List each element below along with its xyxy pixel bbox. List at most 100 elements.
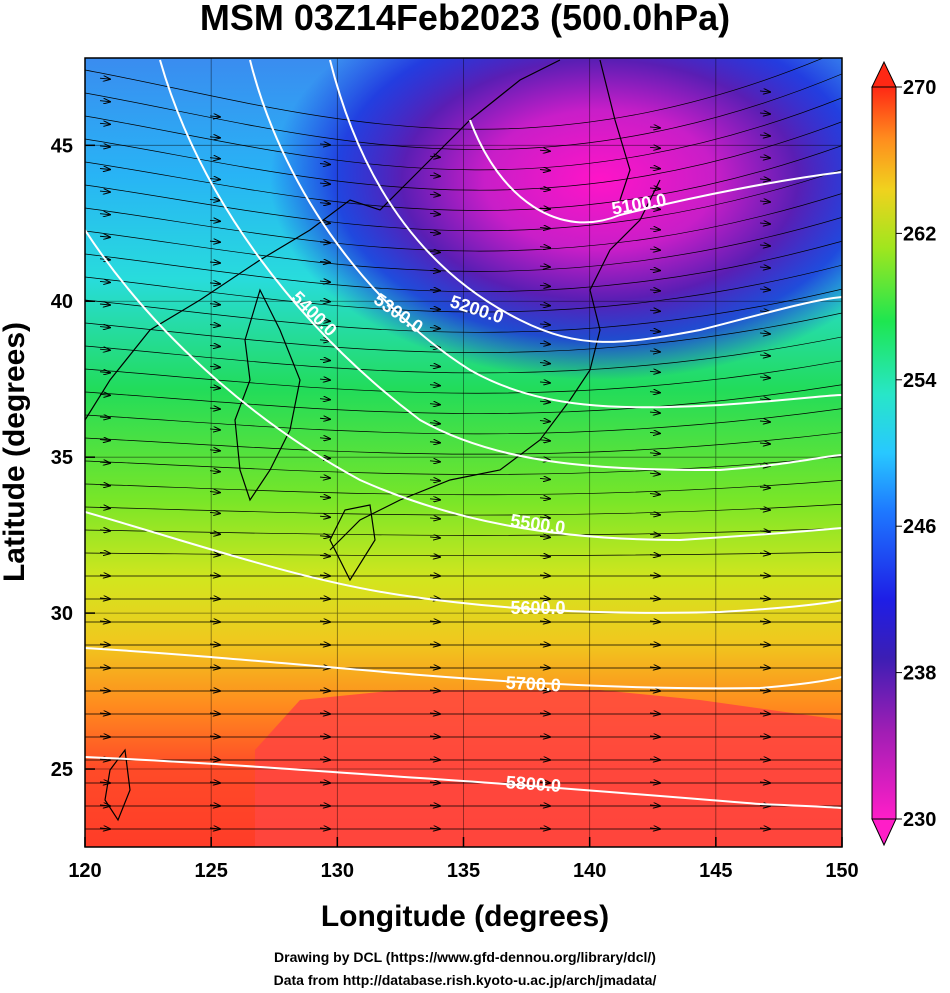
wind-arrow [209, 137, 220, 138]
coastline-japan [329, 179, 661, 551]
wind-arrow [539, 170, 550, 171]
wind-arrow [759, 399, 770, 400]
wind-arrow [209, 199, 220, 200]
wind-arrow [429, 385, 440, 386]
contour-5400 [159, 59, 842, 472]
colorbar-tick-label: 238 [903, 663, 936, 685]
wind-arrow [209, 575, 220, 576]
x-tick-label: 125 [194, 860, 227, 882]
wind-arrow [649, 392, 660, 393]
grid [85, 58, 842, 847]
wind-arrow [429, 556, 440, 557]
streamline [85, 527, 842, 536]
x-axis-label: Longitude (degrees) [321, 900, 609, 933]
wind-arrow [429, 442, 440, 443]
wind-arrow [539, 598, 550, 599]
wind-arrow [429, 175, 440, 176]
streamline [85, 193, 842, 252]
wind-arrow [429, 423, 440, 424]
contour-label-5600: 5600.0 [510, 598, 565, 618]
wind-arrow [99, 507, 110, 508]
plot-area: 5100.0 5200.0 5300.0 5400.0 5500.0 5600.… [85, 58, 842, 847]
wind-arrow [759, 644, 770, 645]
streamline [85, 408, 842, 435]
wind-arrow [539, 713, 550, 714]
contour-5800 [85, 756, 842, 809]
wind-arrow [759, 759, 770, 760]
wind-arrow [99, 191, 110, 192]
wind-arrow [649, 690, 660, 691]
wind-arrow [209, 736, 220, 737]
contour-5100 [469, 119, 842, 224]
wind-arrow [319, 261, 330, 262]
wind-arrow [539, 266, 550, 267]
x-tick-label: 135 [447, 860, 480, 882]
wind-arrow [759, 598, 770, 599]
wind-arrow [539, 324, 550, 325]
wind-arrow [429, 575, 440, 576]
streamline [85, 240, 842, 293]
wind-arrow [759, 690, 770, 691]
contour-5500 [85, 229, 842, 542]
x-tick-label: 150 [825, 860, 858, 882]
wind-arrow [429, 366, 440, 367]
wind-arrow [319, 359, 330, 360]
wind-arrow [209, 554, 220, 555]
wind-arrow [209, 283, 220, 284]
wind-arrow [209, 325, 220, 326]
wind-arrow [209, 116, 220, 117]
colorbar-bottom-arrow [871, 818, 897, 847]
wind-arrow [319, 536, 330, 537]
wind-arrow [209, 828, 220, 829]
wind-arrow [429, 828, 440, 829]
contour-5700 [85, 647, 842, 690]
wind-arrow [99, 146, 110, 147]
wind-arrow [649, 351, 660, 352]
wind-arrow [319, 418, 330, 419]
colorbar-tick-label: 230 [903, 809, 936, 831]
wind-arrow [209, 644, 220, 645]
wind-arrow [319, 805, 330, 806]
contour-label-5700: 5700.0 [505, 673, 561, 696]
wind-arrow [319, 736, 330, 737]
streamline [85, 169, 842, 232]
wind-arrow [759, 91, 770, 92]
wind-arrow [759, 267, 770, 268]
wind-arrow [99, 759, 110, 760]
wind-arrow [539, 759, 550, 760]
streamline [85, 264, 842, 313]
wind-arrow [429, 328, 440, 329]
wind-arrow [429, 289, 440, 290]
wind-arrow [319, 438, 330, 439]
coastline-taiwan [104, 748, 131, 822]
contour-5300 [249, 59, 842, 409]
wind-arrow [429, 759, 440, 760]
wind-arrow [649, 644, 660, 645]
wind-arrow [429, 537, 440, 538]
wind-arrow [539, 189, 550, 190]
credit-data: Data from http://database.rish.kyoto-u.a… [274, 972, 657, 988]
wind-arrow [209, 667, 220, 668]
wind-arrow [649, 249, 660, 250]
wind-arrow [759, 621, 770, 622]
streamline [85, 217, 842, 272]
wind-arrow [319, 759, 330, 760]
streamline [85, 480, 842, 496]
wind-arrow [319, 690, 330, 691]
wind-arrow [759, 531, 770, 532]
wind-arrow [99, 439, 110, 440]
wind-arrow [649, 713, 660, 714]
wind-arrow [539, 828, 550, 829]
wind-arrow [539, 440, 550, 441]
wind-arrow [539, 556, 550, 557]
wind-arrow [539, 285, 550, 286]
wind-arrow [759, 289, 770, 290]
wind-arrow [429, 499, 440, 500]
credit-drawing: Drawing by DCL (https://www.gfd-dennou.o… [274, 949, 656, 965]
wind-arrow [99, 828, 110, 829]
wind-arrow [319, 497, 330, 498]
wind-arrow [429, 461, 440, 462]
wind-arrow [319, 621, 330, 622]
wind-arrow [99, 690, 110, 691]
warm-core [255, 690, 842, 847]
